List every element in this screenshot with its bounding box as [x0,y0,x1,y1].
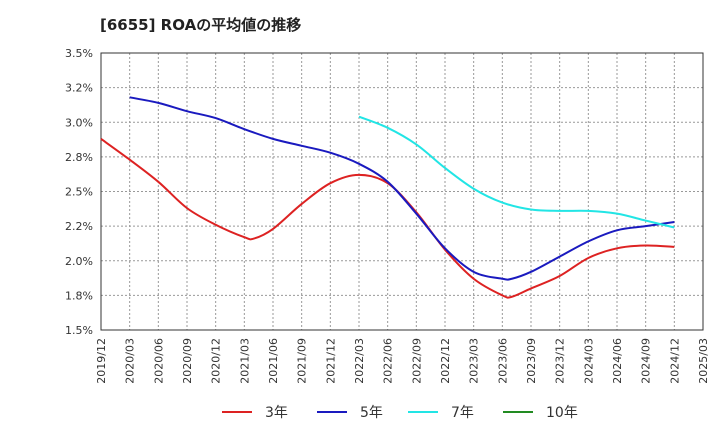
legend: 3年 5年 7年 10年 [222,405,578,421]
x-tick-label: 2021/03 [238,338,251,384]
x-tick-label: 2020/03 [124,338,137,384]
series-lines [100,96,675,299]
x-tick-label: 2023/12 [554,338,567,384]
x-tick-label: 2022/12 [439,338,452,384]
y-tick-label: 2.5% [65,186,93,199]
series-line-0 [100,138,675,299]
y-tick-label: 3.2% [65,82,93,95]
x-tick-label: 2024/06 [611,338,624,384]
y-tick-label: 1.8% [65,289,93,302]
x-tick-label: 2023/03 [468,338,481,384]
chart-title: [6655] ROAの平均値の推移 [100,16,302,34]
legend-label-3: 10年 [546,405,578,421]
x-tick-label: 2023/09 [525,338,538,384]
x-tick-label: 2022/09 [410,338,423,384]
y-tick-label: 3.5% [65,47,93,60]
x-tick-label: 2019/12 [95,338,108,384]
y-tick-label: 2.8% [65,151,93,164]
y-axis-ticks: 1.5% 1.8% 2.0% 2.2% 2.5% 2.8% 3.0% 3.2% 3.5% [65,47,93,337]
x-tick-label: 2023/06 [496,338,509,384]
x-tick-label: 2025/03 [697,338,710,384]
series-line-2 [358,115,675,229]
plot-border [100,52,704,331]
x-tick-label: 2024/03 [582,338,595,384]
x-tick-label: 2021/09 [296,338,309,384]
x-tick-label: 2020/12 [210,338,223,384]
y-tick-label: 2.0% [65,255,93,268]
y-tick-label: 3.0% [65,116,93,129]
x-tick-label: 2020/06 [152,338,165,384]
x-tick-label: 2024/09 [640,338,653,384]
series-line-1 [129,96,675,281]
grid-lines [101,53,703,330]
x-tick-label: 2024/12 [668,338,681,384]
x-tick-label: 2020/09 [181,338,194,384]
x-tick-label: 2021/12 [324,338,337,384]
x-tick-label: 2022/06 [382,338,395,384]
plot-frame [100,52,704,331]
y-tick-label: 1.5% [65,324,93,337]
x-axis-ticks: 2019/12 2020/03 2020/06 2020/09 2020/12 2021/… [95,338,710,384]
x-tick-label: 2022/03 [353,338,366,384]
y-tick-label: 2.2% [65,220,93,233]
x-tick-label: 2021/06 [267,338,280,384]
legend-label-1: 5年 [360,405,383,421]
legend-label-0: 3年 [265,405,288,421]
legend-label-2: 7年 [451,405,474,421]
